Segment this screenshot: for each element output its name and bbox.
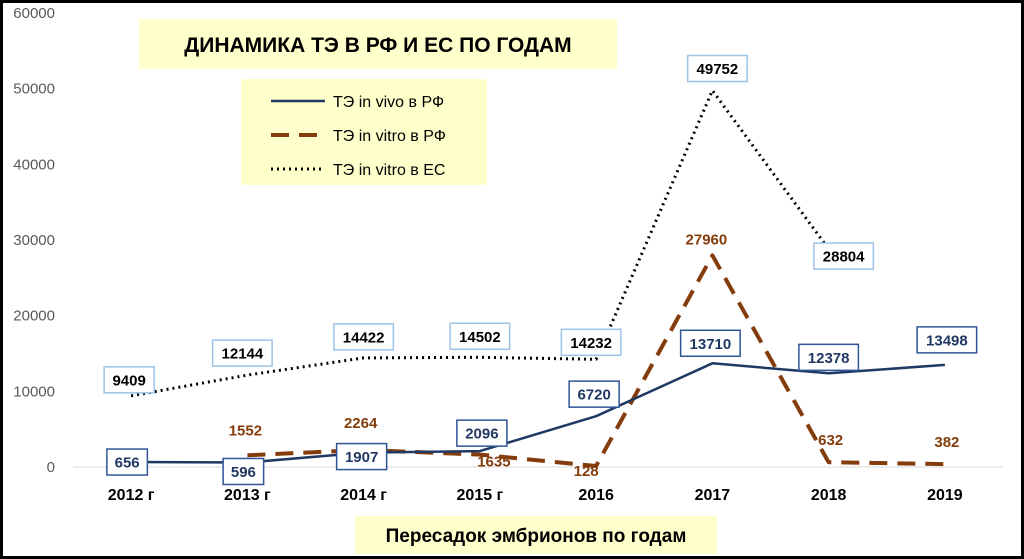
data-label-vivo-rf: 656 xyxy=(106,448,149,476)
svg-text:14232: 14232 xyxy=(570,335,612,352)
x-tick-label: 2018 xyxy=(811,487,847,504)
data-label-vitro-rf: 2264 xyxy=(344,415,378,432)
data-label-vivo-rf: 2096 xyxy=(456,419,508,447)
data-label-vitro-rf: 1552 xyxy=(229,422,262,439)
x-tick-label: 2016 xyxy=(578,487,614,504)
series-line-solid xyxy=(131,362,945,464)
y-tick-label: 60000 xyxy=(13,5,55,22)
legend-label: ТЭ in vitro в РФ xyxy=(333,128,446,145)
data-label-vitro-ec: 49752 xyxy=(686,54,748,83)
x-tick-label: 2017 xyxy=(695,487,731,504)
x-axis: 2012 г 2013 г 2014 г 2015 г 2016 2017 2018 2019 xyxy=(73,466,1003,504)
y-tick-label: 20000 xyxy=(13,308,55,325)
data-label-vivo-rf: 13498 xyxy=(916,326,978,354)
y-tick-label: 50000 xyxy=(13,81,55,98)
data-label-vitro-ec: 28804 xyxy=(813,242,875,270)
legend-item-dotted: ТЭ in vitro в ЕС xyxy=(271,162,445,179)
legend-label: ТЭ in vitro в ЕС xyxy=(333,162,445,179)
data-label-vitro-rf: 1635 xyxy=(477,454,510,471)
y-tick-label: 0 xyxy=(47,459,55,476)
data-label-vitro-rf: 27960 xyxy=(686,231,728,248)
y-tick-label: 10000 xyxy=(13,383,55,400)
svg-text:28804: 28804 xyxy=(823,249,865,266)
data-labels: 1552 2264 1635 128 27960 632 382 9409 12144 14422… xyxy=(103,54,978,486)
data-label-vitro-rf: 382 xyxy=(934,434,959,451)
data-label-vitro-ec: 14502 xyxy=(449,322,511,351)
x-axis-title-box: Пересадок эмбрионов по годам xyxy=(355,516,717,554)
svg-text:14422: 14422 xyxy=(343,329,385,346)
legend-label: ТЭ in vivo в РФ xyxy=(333,94,444,111)
data-label-vitro-rf: 128 xyxy=(574,463,599,480)
legend-item-dashed: ТЭ in vitro в РФ xyxy=(271,128,446,145)
x-tick-label: 2012 г xyxy=(108,487,155,504)
x-tick-label: 2014 г xyxy=(340,487,387,504)
svg-text:9409: 9409 xyxy=(112,372,145,389)
data-label-vitro-rf: 632 xyxy=(818,432,843,449)
svg-text:2096: 2096 xyxy=(465,426,498,443)
legend: ТЭ in vivo в РФ ТЭ in vitro в РФ ТЭ in vit… xyxy=(241,79,487,185)
data-label-vivo-rf: 596 xyxy=(222,457,265,486)
x-axis-title: Пересадок эмбрионов по годам xyxy=(386,526,687,547)
svg-text:656: 656 xyxy=(115,455,140,472)
y-tick-label: 40000 xyxy=(13,156,55,173)
svg-text:49752: 49752 xyxy=(697,61,739,78)
data-label-vitro-ec: 9409 xyxy=(103,366,155,394)
x-tick-label: 2015 г xyxy=(457,487,504,504)
data-label-vitro-ec: 14232 xyxy=(560,328,622,357)
svg-text:12378: 12378 xyxy=(808,350,850,367)
data-label-vitro-ec: 14422 xyxy=(333,323,395,351)
chart-title-box: ДИНАМИКА ТЭ В РФ И ЕС ПО ГОДАМ xyxy=(139,19,617,69)
data-label-vitro-ec: 12144 xyxy=(211,339,273,367)
legend-item-solid: ТЭ in vivo в РФ xyxy=(271,94,444,111)
data-label-vivo-rf: 12378 xyxy=(798,343,860,372)
x-tick-label: 2019 xyxy=(927,487,963,504)
svg-text:6720: 6720 xyxy=(577,387,610,404)
svg-text:12144: 12144 xyxy=(222,346,264,363)
chart-title: ДИНАМИКА ТЭ В РФ И ЕС ПО ГОДАМ xyxy=(184,34,571,57)
svg-text:596: 596 xyxy=(231,464,256,481)
data-label-vivo-rf: 1907 xyxy=(335,442,388,471)
y-axis: 0 10000 20000 30000 40000 50000 60000 xyxy=(13,5,55,476)
svg-text:13710: 13710 xyxy=(690,336,732,353)
svg-text:1907: 1907 xyxy=(345,449,378,466)
svg-text:13498: 13498 xyxy=(926,332,968,349)
data-label-vivo-rf: 6720 xyxy=(568,380,620,408)
x-tick-label: 2013 г xyxy=(224,487,271,504)
y-tick-label: 30000 xyxy=(13,232,55,249)
svg-text:14502: 14502 xyxy=(459,329,501,346)
data-label-vivo-rf: 13710 xyxy=(679,329,741,358)
